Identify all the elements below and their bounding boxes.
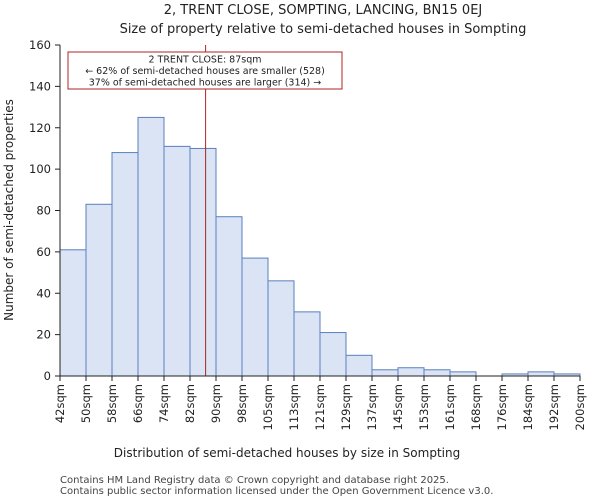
chart-title: 2, TRENT CLOSE, SOMPTING, LANCING, BN15 … — [164, 3, 483, 18]
y-tick-label: 160 — [29, 38, 51, 52]
x-tick-label: 145sqm — [391, 384, 405, 430]
bars-group — [59, 116, 581, 377]
y-tick-label: 80 — [36, 204, 51, 218]
histogram-bar — [267, 280, 295, 377]
x-tick-label: 66sqm — [131, 384, 145, 423]
x-tick-label: 90sqm — [209, 384, 223, 423]
histogram-bar — [137, 116, 165, 377]
x-axis-label: Distribution of semi-detached houses by … — [114, 446, 460, 460]
annotation-line: 2 TRENT CLOSE: 87sqm — [148, 55, 261, 66]
histogram-bar — [189, 147, 217, 377]
x-tick-label: 105sqm — [261, 384, 275, 430]
x-tick-label: 153sqm — [417, 384, 431, 430]
y-tick-label: 20 — [36, 328, 51, 342]
annotation-box — [67, 51, 343, 90]
histogram-bar — [111, 152, 139, 377]
histogram-bar — [241, 257, 269, 377]
x-tick-label: 176sqm — [495, 384, 509, 430]
y-axis-label: Number of semi-detached properties — [2, 99, 16, 321]
x-tick-label: 168sqm — [469, 384, 483, 430]
histogram-bar — [449, 371, 477, 377]
y-tick-label: 60 — [36, 245, 51, 259]
histogram-bar — [527, 371, 555, 377]
x-ticks-group: 42sqm 50sqm 58sqm 66sqm 74sqm 82sqm 90sqm 98sqm… — [53, 376, 587, 430]
histogram-bar — [397, 367, 425, 377]
y-tick-label: 120 — [29, 121, 51, 135]
x-tick-label: 113sqm — [287, 384, 301, 430]
y-tick-label: 40 — [36, 286, 51, 300]
histogram-bar — [319, 332, 347, 377]
histogram-bar — [85, 203, 113, 377]
x-tick-label: 200sqm — [573, 384, 587, 430]
y-tick-label: 0 — [44, 369, 51, 383]
histogram-bar — [163, 145, 191, 377]
x-tick-label: 74sqm — [157, 384, 171, 423]
y-tick-label: 140 — [29, 79, 51, 93]
x-tick-label: 161sqm — [443, 384, 457, 430]
x-tick-label: 98sqm — [235, 384, 249, 423]
x-tick-label: 121sqm — [313, 384, 327, 430]
x-tick-label: 184sqm — [521, 384, 535, 430]
x-tick-label: 42sqm — [53, 384, 67, 423]
histogram-bar — [293, 311, 321, 377]
annotation-line: 37% of semi-detached houses are larger (… — [89, 78, 322, 89]
x-tick-label: 50sqm — [79, 384, 93, 423]
x-tick-label: 192sqm — [547, 384, 561, 430]
histogram-bar — [215, 216, 243, 377]
chart-subtitle: Size of property relative to semi-detach… — [120, 22, 527, 37]
x-tick-label: 58sqm — [105, 384, 119, 423]
x-tick-label: 82sqm — [183, 384, 197, 423]
x-tick-label: 137sqm — [365, 384, 379, 430]
footer-line-2: Contains public sector information licen… — [60, 486, 493, 497]
histogram-bar — [423, 369, 451, 377]
x-tick-label: 129sqm — [339, 384, 353, 430]
footer-line-1: Contains HM Land Registry data © Crown c… — [60, 475, 449, 486]
y-ticks-group: 0 20 40 60 80 100 120 140 160 — [29, 38, 60, 383]
histogram-bar — [371, 369, 399, 377]
marker-group: 2 TRENT CLOSE: 87sqm← 62% of semi-detach… — [67, 45, 343, 376]
annotation-line: ← 62% of semi-detached houses are smalle… — [85, 66, 325, 77]
histogram-bar — [345, 354, 373, 377]
histogram-bar — [59, 249, 87, 377]
y-tick-label: 100 — [29, 162, 51, 176]
